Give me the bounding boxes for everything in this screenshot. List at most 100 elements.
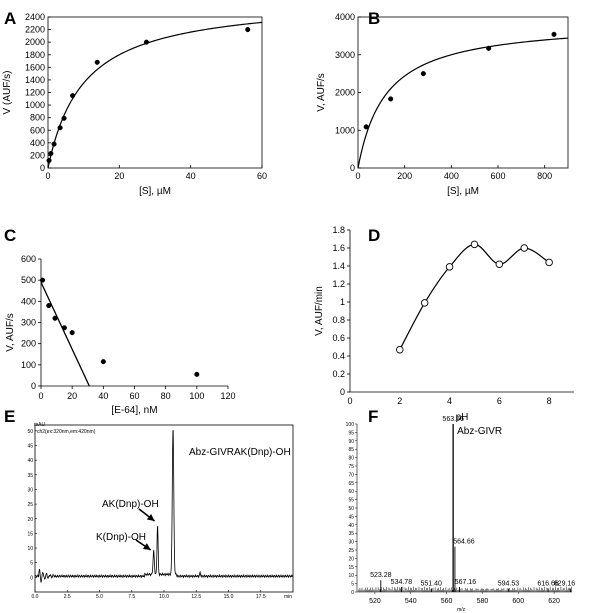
y-tick-label: 5 — [30, 561, 33, 567]
y-tick-label: 0.4 — [332, 351, 345, 361]
x-tick-label: 560 — [441, 598, 453, 605]
x-tick-label: 2.5 — [64, 594, 71, 600]
y-unit-label: mAU — [34, 422, 46, 428]
y-tick-label: 200 — [21, 339, 36, 349]
y-tick-label: 1000 — [335, 125, 355, 135]
y-tick-label: 5 — [351, 582, 354, 588]
y-tick-label: 90 — [348, 439, 354, 445]
y-tick-label: 1.4 — [332, 261, 345, 271]
y-tick-label: 40 — [27, 458, 33, 464]
arrow-head — [142, 543, 151, 550]
data-point — [363, 124, 369, 130]
panel-letter: F — [368, 407, 378, 426]
data-point — [388, 96, 394, 102]
y-axis-label: V, AUF/s — [316, 73, 327, 112]
x-tick-label: 80 — [161, 391, 171, 401]
y-tick-label: 40 — [348, 523, 354, 529]
y-tick-label: 30 — [27, 487, 33, 493]
y-tick-label: 1.2 — [332, 279, 345, 289]
plot-frame — [47, 16, 263, 169]
y-tick-label: 2000 — [335, 88, 355, 98]
data-point — [46, 303, 52, 309]
x-tick-label: 6 — [497, 396, 502, 406]
y-tick-label: 600 — [30, 125, 45, 135]
panel-letter: D — [368, 226, 380, 245]
x-tick-label: 60 — [129, 391, 139, 401]
y-tick-label: 25 — [27, 502, 33, 508]
y-tick-label: 0.8 — [332, 315, 345, 325]
y-tick-label: 3000 — [335, 50, 355, 60]
data-point — [100, 359, 106, 365]
y-axis-label: V, AUF/s — [5, 313, 16, 352]
x-tick-label: 5.0 — [96, 594, 103, 600]
y-tick-label: 0 — [40, 163, 45, 173]
x-tick-label: 0 — [38, 391, 43, 401]
data-point — [40, 277, 46, 283]
data-point — [70, 93, 76, 99]
x-tick-label: 60 — [257, 171, 267, 181]
data-point — [94, 59, 100, 65]
x-tick-label: 600 — [490, 171, 505, 181]
data-point — [194, 371, 200, 377]
data-point — [52, 315, 58, 321]
x-axis-label: [E-64], nM — [111, 405, 157, 416]
x-unit-label: min — [284, 594, 292, 600]
y-tick-label: 100 — [21, 360, 36, 370]
y-tick-label: 45 — [348, 514, 354, 520]
data-point — [51, 141, 57, 147]
panel-f: F 0 5 10 15 20 25 30 35 40 45 50 55 60 65 70 75 80 85 90 95 1… — [346, 407, 576, 613]
panel-a: A0 20 40 6002004006008001000120014001600180… — [2, 9, 267, 197]
y-tick-label: 80 — [348, 456, 354, 462]
data-point — [57, 125, 63, 131]
data-point — [396, 345, 404, 354]
x-tick-label: 800 — [537, 171, 552, 181]
peak-label: 629.16 — [554, 581, 576, 588]
y-tick-label: 50 — [348, 506, 354, 512]
x-tick-label: 20 — [114, 171, 124, 181]
y-tick-label: 85 — [348, 447, 354, 453]
y-tick-label: 1400 — [25, 75, 45, 85]
y-tick-label: 25 — [348, 548, 354, 554]
annotation: Abz-GIVR — [457, 426, 502, 437]
y-tick-label: 100 — [346, 422, 355, 428]
fit-curve — [47, 21, 263, 169]
y-tick-label: 75 — [348, 464, 354, 470]
x-tick-label: 100 — [189, 391, 204, 401]
y-tick-label: 4000 — [335, 12, 355, 22]
y-tick-label: 1600 — [25, 62, 45, 72]
data-point — [551, 31, 557, 37]
x-tick-label: 4 — [447, 396, 452, 406]
y-tick-label: 50 — [27, 429, 33, 435]
y-axis-label: V (AUF/s) — [2, 71, 13, 115]
peak-label: 563.66 — [442, 416, 464, 423]
chromatogram-trace — [34, 429, 294, 583]
y-tick-label: 35 — [348, 531, 354, 537]
peak-label: K(Dnp)-OH — [96, 532, 146, 543]
x-tick-label: 620 — [548, 598, 560, 605]
x-tick-label: 540 — [405, 598, 417, 605]
y-tick-label: 300 — [21, 318, 36, 328]
y-tick-label: 200 — [30, 150, 45, 160]
y-tick-label: 0 — [350, 163, 355, 173]
peak-label: 564.66 — [453, 539, 475, 546]
panel-letter: A — [4, 9, 16, 28]
y-tick-label: 60 — [348, 489, 354, 495]
x-tick-label: 0.0 — [32, 594, 39, 600]
data-point — [420, 299, 429, 307]
y-tick-label: 0 — [340, 387, 345, 397]
panel-d: D 0 2 4 6 8 0 0.2 0.4 0.6 0.8 1 1.2 1.4 1.6 1.8 pH V, AUF… — [314, 225, 574, 423]
x-tick-label: 2 — [397, 396, 402, 406]
y-tick-label: 1.8 — [332, 225, 345, 235]
x-tick-label: 0 — [45, 171, 50, 181]
panel-e: E 0.0 2.5 5.0 7.5 10.0 12.5 15.0 17.5 min 0 5 10 15 20… — [4, 407, 294, 600]
detector-label: ch2(ex:320nm,em:420nm) — [37, 429, 96, 435]
peak-label: 594.53 — [498, 581, 520, 588]
y-tick-label: 1.6 — [332, 243, 345, 253]
y-tick-label: 2000 — [25, 37, 45, 47]
data-point — [143, 39, 149, 45]
y-tick-label: 20 — [348, 556, 354, 562]
x-tick-label: 400 — [444, 171, 459, 181]
x-axis-label: [S], µM — [139, 186, 171, 197]
y-tick-label: 10 — [348, 573, 354, 579]
data-point — [48, 150, 54, 157]
